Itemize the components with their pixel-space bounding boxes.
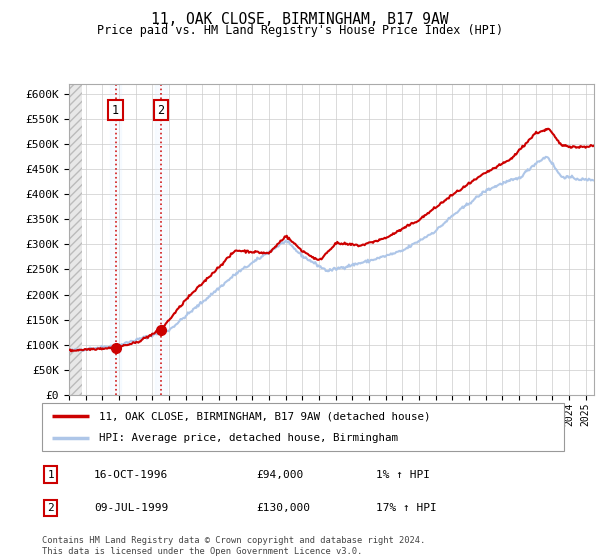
Bar: [69, 84, 82, 395]
Text: 11, OAK CLOSE, BIRMINGHAM, B17 9AW (detached house): 11, OAK CLOSE, BIRMINGHAM, B17 9AW (deta…: [100, 411, 431, 421]
Text: 2: 2: [47, 503, 54, 513]
Text: 09-JUL-1999: 09-JUL-1999: [94, 503, 169, 513]
Text: £130,000: £130,000: [256, 503, 310, 513]
Text: 16-OCT-1996: 16-OCT-1996: [94, 470, 169, 479]
Text: Price paid vs. HM Land Registry's House Price Index (HPI): Price paid vs. HM Land Registry's House …: [97, 24, 503, 36]
FancyBboxPatch shape: [42, 403, 564, 451]
Text: Contains HM Land Registry data © Crown copyright and database right 2024.
This d: Contains HM Land Registry data © Crown c…: [42, 536, 425, 556]
Text: 2: 2: [157, 104, 164, 117]
Bar: [155, 84, 167, 395]
Text: 1: 1: [47, 470, 54, 479]
Text: 1% ↑ HPI: 1% ↑ HPI: [376, 470, 430, 479]
Text: 11, OAK CLOSE, BIRMINGHAM, B17 9AW: 11, OAK CLOSE, BIRMINGHAM, B17 9AW: [151, 12, 449, 27]
Text: 1: 1: [112, 104, 119, 117]
Text: 17% ↑ HPI: 17% ↑ HPI: [376, 503, 437, 513]
Text: £94,000: £94,000: [256, 470, 303, 479]
Text: HPI: Average price, detached house, Birmingham: HPI: Average price, detached house, Birm…: [100, 433, 398, 443]
Bar: [110, 84, 121, 395]
